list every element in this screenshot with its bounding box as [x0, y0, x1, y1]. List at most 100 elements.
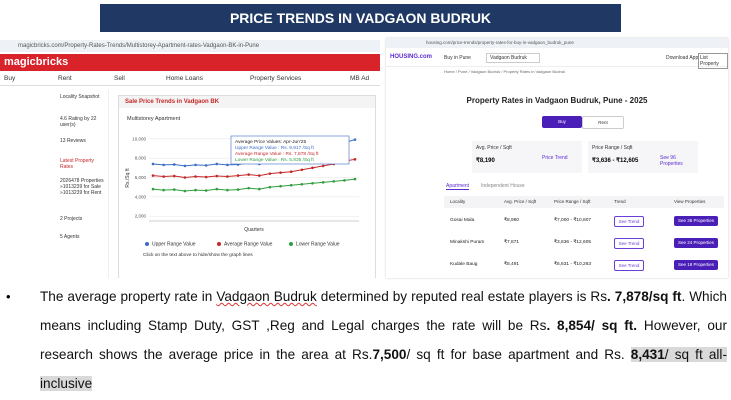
trend-link[interactable]: Price Trend [542, 155, 568, 161]
table-cell: ₹3,636 - ₹12,605 [554, 240, 592, 245]
sidebar-item: Latest Property Rates [60, 158, 94, 170]
text-segment: / sq ft for base apartment and Rs. [406, 347, 631, 362]
text-segment: 7,500 [372, 347, 407, 362]
table-header: View Properties [674, 199, 706, 204]
sidebar-item: 5 Agents [60, 234, 80, 240]
tooltip-line: Average Price Values: Apr-Jun'25 [235, 139, 306, 145]
data-point [162, 188, 165, 192]
table-header-bg [444, 196, 724, 208]
data-point [279, 171, 282, 174]
nav-item[interactable]: Property Services [250, 75, 302, 82]
search: Vadgaon Budruk [486, 53, 540, 63]
data-point [236, 174, 240, 177]
properties-button[interactable]: See 18 Properties [674, 260, 718, 270]
data-point [151, 174, 155, 177]
data-point [300, 182, 304, 186]
data-point [226, 188, 229, 192]
data-point [204, 164, 208, 167]
header: HOUSING.com Buy in Pune Vadgaon Budruk D… [386, 50, 728, 69]
nav-item[interactable]: Sell [114, 75, 125, 82]
sidebar-item: 2 Projects [60, 216, 83, 222]
tab-rent[interactable]: Rent [582, 116, 624, 129]
table-cell: ₹6,631 - ₹10,263 [554, 262, 592, 267]
table-header: Avg. Price / Sqft [504, 199, 537, 204]
tab-buy[interactable]: Buy [542, 116, 582, 128]
y-tick-label: 8,000 [135, 156, 147, 161]
data-point [172, 163, 176, 166]
y-tick-label: 2,000 [135, 214, 147, 219]
action: Download App [666, 55, 699, 61]
sidebar-item: Locality Snapshot [60, 94, 100, 100]
data-point [151, 162, 155, 166]
table-cell: ₹7,871 [504, 240, 520, 245]
data-point [247, 173, 250, 176]
note: Click on the text above to hide/show the… [143, 252, 253, 258]
sidebar-item: 2026478 Properties »1013239 for Sale »10… [60, 178, 104, 196]
tooltip-line: Lower Range Value : Rs. 5,835 /Sq ft [235, 157, 315, 163]
text-segment: . Which means including Stamp Duty, GST … [40, 289, 727, 333]
properties-button[interactable]: See 36 Properties [674, 216, 718, 226]
data-point [236, 188, 240, 191]
data-point [194, 163, 197, 167]
legend-label[interactable]: Upper Range Value [152, 242, 196, 248]
data-point [194, 188, 197, 192]
legend-label[interactable]: Average Range Value [224, 242, 273, 248]
data-point [204, 189, 208, 192]
text-segment: The average property rate in [40, 289, 217, 304]
avg-label: Avg. Price / Sqft [476, 145, 512, 151]
data-point [311, 166, 314, 170]
trend-button[interactable]: See Trend [614, 260, 644, 271]
trend-button[interactable]: See Trend [614, 216, 644, 227]
logo: magicbricks [4, 56, 69, 68]
range-label: Price Range / Sqft [592, 145, 633, 151]
tab: Multistorey Apartment [127, 116, 181, 122]
see-link[interactable]: See 96 Properties [660, 155, 683, 167]
url-bar: magicbricks.com/Property-Rates-Trends/Mu… [0, 40, 380, 52]
panel-title: Sale Price Trends in Vadgaon BK [125, 99, 220, 105]
avg-value: ₹8,190 [476, 158, 495, 164]
nav-item[interactable]: Rent [58, 75, 72, 82]
range-value: ₹3,636 - ₹12,605 [592, 158, 639, 164]
x-axis-label: Quarters [244, 227, 264, 233]
title: PRICE TRENDS IN VADGAON BUDRUK [229, 10, 492, 26]
tooltip-line: Average Range Value : Rs. 7,878 /Sq ft [235, 151, 319, 157]
table-header: Trend [614, 199, 626, 204]
text-segment: 8,431 [630, 347, 665, 362]
nav-item[interactable]: MB Ad [350, 75, 370, 82]
paragraph: The average property rate in Vadgaon Bud… [40, 282, 727, 398]
text-segment: Vadgaon Budruk [216, 289, 317, 304]
data-point [321, 181, 325, 184]
properties-button[interactable]: See 24 Properties [674, 238, 718, 248]
type-tab[interactable]: Independent House [481, 183, 525, 189]
magicbricks-screenshot: magicbricks.com/Property-Rates-Trends/Mu… [0, 38, 380, 278]
data-point [353, 158, 357, 161]
data-point [194, 175, 197, 178]
data-point [172, 188, 176, 191]
table-header: Price Range / Sqft [554, 199, 591, 204]
data-point [151, 187, 155, 191]
data-point [215, 187, 219, 191]
chart: 2,000 4,000 6,000 8,000 10,000 Rs./Sq ft Quart… [125, 135, 359, 258]
y-tick-label: 10,000 [132, 136, 146, 141]
sidebar-item: 4.6 Rating by 22 user(s) [60, 116, 97, 128]
tooltip-box [230, 135, 350, 165]
data-point [332, 180, 336, 183]
data-point [204, 175, 208, 179]
nav-item[interactable]: Buy [4, 75, 16, 82]
table-cell: ₹8,491 [504, 262, 520, 267]
data-point [183, 164, 187, 168]
nav-item[interactable]: Home Loans [166, 75, 203, 82]
text-segment: determined by reputed real estate player… [316, 289, 608, 304]
avg-card: Avg. Price / Sqft ₹8,190 Price Trend [472, 141, 582, 173]
title-banner: PRICE TRENDS IN VADGAON BUDRUK [100, 4, 621, 32]
panel-header: Sale Price Trends in Vadgaon BK [119, 96, 375, 108]
trend-button[interactable]: See Trend [614, 238, 644, 249]
table-cell: Gosai Mala [450, 218, 475, 223]
type-tab[interactable]: Apartment [446, 183, 470, 190]
sidebar-item: 13 Reviews [60, 138, 86, 144]
breadcrumb: Home / Pune / Vadgaon Budruk / Property … [444, 69, 566, 74]
legend-marker [289, 242, 293, 246]
chart-panel: Sale Price Trends in Vadgaon BK Multisto… [118, 95, 376, 278]
data-point [268, 172, 272, 175]
legend-label[interactable]: Lower Range Value [296, 242, 340, 248]
